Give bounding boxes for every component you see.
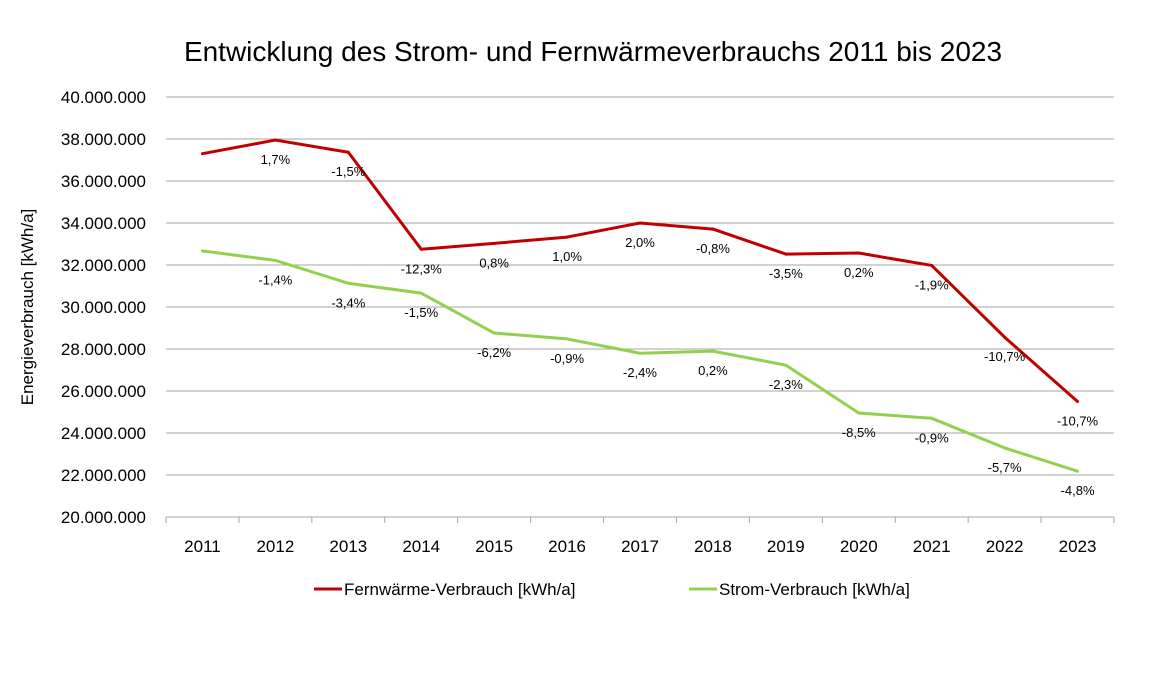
data-point (711, 227, 715, 231)
data-point (857, 251, 861, 255)
data-label: -4,8% (1061, 483, 1095, 498)
y-tick-label: 24.000.000 (61, 424, 146, 443)
data-label: 0,2% (844, 265, 874, 280)
y-tick-label: 28.000.000 (61, 340, 146, 359)
data-label: -10,7% (1057, 414, 1099, 429)
x-tick-label: 2018 (694, 537, 732, 556)
x-tick-label: 2017 (621, 537, 659, 556)
legend: Fernwärme-Verbrauch [kWh/a] Strom-Verbrau… (314, 580, 910, 599)
data-label: -0,9% (915, 430, 949, 445)
data-point (711, 349, 715, 353)
data-label: 1,0% (552, 249, 582, 264)
x-tick-label: 2016 (548, 537, 586, 556)
y-tick-label: 34.000.000 (61, 214, 146, 233)
data-point (784, 363, 788, 367)
data-point (1076, 469, 1080, 473)
data-point (346, 150, 350, 154)
y-axis-label: Energieverbrauch [kWh/a] (18, 209, 37, 406)
y-tick-label: 26.000.000 (61, 382, 146, 401)
x-tick-label: 2013 (329, 537, 367, 556)
data-label: -10,7% (984, 349, 1026, 364)
data-point (273, 258, 277, 262)
data-label: -5,7% (988, 460, 1022, 475)
x-axis: 2011 2012 2013 2014 2015 2016 2017 2018 2019 2020… (165, 516, 1115, 556)
chart-title: Entwicklung des Strom- und Fernwärmeverb… (184, 36, 1002, 67)
x-tick-label: 2014 (402, 537, 440, 556)
data-point (273, 138, 277, 142)
y-tick-label: 22.000.000 (61, 466, 146, 485)
series-line-0 (202, 138, 1079, 403)
x-tick-label: 2021 (913, 537, 951, 556)
data-label: -1,9% (915, 277, 949, 292)
data-point (930, 416, 934, 420)
data-point (638, 221, 642, 225)
legend-label: Fernwärme-Verbrauch [kWh/a] (344, 580, 575, 599)
data-point (492, 241, 496, 245)
legend-label: Strom-Verbrauch [kWh/a] (719, 580, 910, 599)
x-tick-label: 2020 (840, 537, 878, 556)
gridlines (166, 96, 1114, 476)
series-group (200, 138, 1080, 473)
data-label: -6,2% (477, 345, 511, 360)
y-axis-ticks: 20.000.000 22.000.000 24.000.000 26.000.000… (61, 88, 146, 527)
data-point (419, 247, 423, 251)
data-point (200, 249, 204, 253)
y-tick-label: 38.000.000 (61, 130, 146, 149)
x-tick-label: 2022 (986, 537, 1024, 556)
data-label: -3,4% (331, 295, 365, 310)
x-tick-label: 2012 (256, 537, 294, 556)
data-label: 2,0% (625, 235, 655, 250)
data-point (930, 263, 934, 267)
y-tick-label: 32.000.000 (61, 256, 146, 275)
data-label: 1,7% (261, 152, 291, 167)
data-label: -1,5% (331, 164, 365, 179)
data-label: 0,2% (698, 363, 728, 378)
y-tick-label: 40.000.000 (61, 88, 146, 107)
y-tick-label: 36.000.000 (61, 172, 146, 191)
data-label: -2,4% (623, 365, 657, 380)
data-label: -0,9% (550, 351, 584, 366)
data-labels: 1,7% -1,5% -12,3% 0,8% 1,0% 2,0% -0,8% -3,5% 0,2… (258, 152, 1098, 498)
data-point (419, 291, 423, 295)
data-label: -3,5% (769, 266, 803, 281)
data-point (857, 411, 861, 415)
data-point (200, 152, 204, 156)
data-point (1003, 335, 1007, 339)
data-point (346, 281, 350, 285)
data-label: -8,5% (842, 425, 876, 440)
data-label: -1,5% (404, 305, 438, 320)
y-tick-label: 30.000.000 (61, 298, 146, 317)
data-label: -0,8% (696, 241, 730, 256)
data-point (784, 252, 788, 256)
data-point (1076, 400, 1080, 403)
data-label: -2,3% (769, 377, 803, 392)
data-point (1003, 446, 1007, 450)
y-tick-label: 20.000.000 (61, 508, 146, 527)
data-label: -1,4% (258, 272, 292, 287)
data-label: 0,8% (479, 255, 509, 270)
x-tick-label: 2015 (475, 537, 513, 556)
data-label: -12,3% (401, 261, 443, 276)
data-point (565, 235, 569, 239)
data-point (565, 337, 569, 341)
x-tick-label: 2023 (1059, 537, 1097, 556)
x-tick-label: 2011 (184, 537, 221, 556)
data-point (492, 331, 496, 335)
data-point (638, 351, 642, 355)
x-tick-label: 2019 (767, 537, 805, 556)
